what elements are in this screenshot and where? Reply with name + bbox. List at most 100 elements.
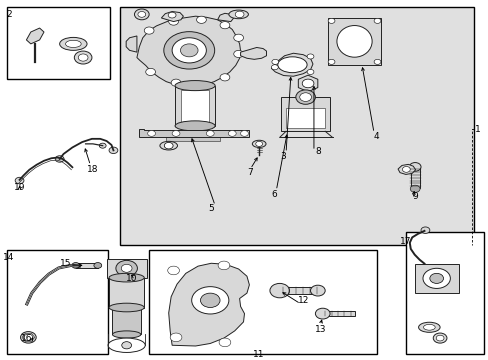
Circle shape bbox=[145, 68, 155, 76]
Circle shape bbox=[429, 273, 443, 283]
Circle shape bbox=[432, 333, 446, 343]
Text: 18: 18 bbox=[87, 165, 99, 174]
Ellipse shape bbox=[72, 262, 80, 268]
Polygon shape bbox=[161, 12, 183, 22]
Bar bbox=[414, 264, 458, 293]
Circle shape bbox=[144, 27, 154, 34]
Circle shape bbox=[200, 293, 220, 307]
Circle shape bbox=[269, 283, 289, 298]
Circle shape bbox=[167, 266, 179, 275]
Polygon shape bbox=[168, 263, 249, 346]
Polygon shape bbox=[397, 165, 415, 175]
Bar bbox=[180, 306, 219, 327]
Text: 5: 5 bbox=[208, 204, 214, 213]
Ellipse shape bbox=[109, 303, 144, 312]
Circle shape bbox=[422, 268, 449, 288]
Circle shape bbox=[435, 335, 443, 341]
Polygon shape bbox=[26, 28, 44, 44]
Bar bbox=[281, 97, 329, 131]
Ellipse shape bbox=[175, 121, 215, 131]
Circle shape bbox=[172, 131, 180, 136]
Text: 14: 14 bbox=[3, 253, 15, 262]
Ellipse shape bbox=[160, 141, 177, 150]
Circle shape bbox=[233, 34, 243, 41]
Text: 12: 12 bbox=[297, 296, 308, 305]
Text: 1: 1 bbox=[474, 125, 480, 134]
Circle shape bbox=[109, 147, 118, 154]
Circle shape bbox=[78, 54, 88, 61]
Circle shape bbox=[220, 22, 229, 29]
Text: 19: 19 bbox=[14, 183, 25, 192]
Circle shape bbox=[168, 18, 178, 25]
Circle shape bbox=[172, 38, 206, 63]
Circle shape bbox=[315, 308, 329, 319]
Text: 16: 16 bbox=[21, 334, 33, 343]
Circle shape bbox=[271, 59, 278, 64]
Ellipse shape bbox=[94, 262, 102, 268]
Circle shape bbox=[240, 131, 248, 136]
Circle shape bbox=[206, 131, 214, 136]
Ellipse shape bbox=[336, 26, 371, 57]
Circle shape bbox=[168, 12, 176, 18]
Circle shape bbox=[306, 54, 313, 59]
Polygon shape bbox=[139, 129, 249, 137]
Circle shape bbox=[306, 69, 313, 75]
Circle shape bbox=[99, 143, 106, 148]
Text: 9: 9 bbox=[412, 192, 418, 201]
Bar bbox=[106, 259, 146, 278]
Circle shape bbox=[218, 261, 229, 270]
Circle shape bbox=[138, 12, 145, 17]
Ellipse shape bbox=[423, 324, 434, 330]
Circle shape bbox=[20, 332, 36, 343]
Circle shape bbox=[295, 90, 315, 104]
Circle shape bbox=[191, 287, 228, 314]
Circle shape bbox=[402, 167, 409, 172]
Circle shape bbox=[164, 143, 173, 149]
Circle shape bbox=[373, 59, 380, 64]
Bar bbox=[166, 136, 220, 141]
Ellipse shape bbox=[175, 81, 215, 91]
Polygon shape bbox=[271, 53, 312, 76]
Bar bbox=[410, 167, 419, 188]
Circle shape bbox=[116, 260, 137, 276]
Polygon shape bbox=[126, 36, 137, 52]
Text: 15: 15 bbox=[60, 259, 72, 268]
Bar bbox=[175, 86, 215, 126]
Ellipse shape bbox=[108, 338, 145, 352]
Circle shape bbox=[420, 227, 429, 233]
Ellipse shape bbox=[252, 140, 265, 148]
Circle shape bbox=[55, 156, 64, 162]
Ellipse shape bbox=[60, 37, 87, 50]
Circle shape bbox=[233, 50, 243, 58]
Bar bbox=[322, 311, 354, 316]
Circle shape bbox=[121, 264, 132, 272]
Ellipse shape bbox=[277, 57, 306, 73]
Circle shape bbox=[409, 185, 419, 192]
Ellipse shape bbox=[228, 10, 248, 19]
Bar bbox=[76, 262, 98, 268]
Circle shape bbox=[122, 342, 131, 349]
Text: 17: 17 bbox=[399, 237, 411, 246]
Ellipse shape bbox=[418, 322, 439, 332]
Polygon shape bbox=[137, 16, 240, 86]
Circle shape bbox=[24, 334, 33, 341]
Bar bbox=[109, 278, 144, 307]
Circle shape bbox=[408, 163, 420, 171]
Text: 10: 10 bbox=[126, 274, 138, 283]
Circle shape bbox=[147, 131, 155, 136]
Bar bbox=[279, 287, 317, 294]
Polygon shape bbox=[240, 48, 266, 59]
Circle shape bbox=[171, 79, 181, 86]
Bar bbox=[120, 7, 473, 244]
Circle shape bbox=[15, 177, 24, 184]
Circle shape bbox=[219, 338, 230, 347]
Polygon shape bbox=[298, 75, 317, 92]
Ellipse shape bbox=[109, 273, 144, 282]
Circle shape bbox=[180, 44, 198, 57]
Circle shape bbox=[327, 59, 334, 64]
Circle shape bbox=[220, 74, 229, 81]
Text: 8: 8 bbox=[314, 147, 320, 156]
Circle shape bbox=[271, 65, 278, 70]
Bar bbox=[405, 232, 483, 354]
Bar bbox=[7, 250, 107, 354]
